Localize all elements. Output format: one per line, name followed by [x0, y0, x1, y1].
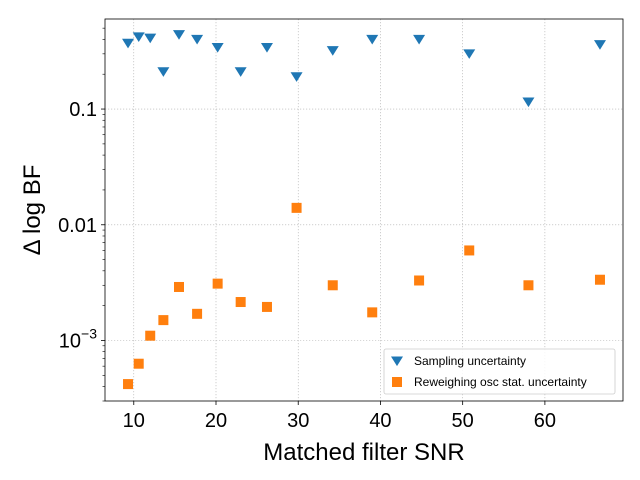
square-marker: [261, 301, 272, 312]
triangle-marker: [413, 34, 426, 45]
x-tick-label: 60: [534, 410, 556, 432]
x-axis-label: Matched filter SNR: [263, 439, 464, 466]
x-tick-label: 40: [369, 410, 391, 432]
square-marker: [367, 307, 378, 318]
triangle-marker: [593, 40, 606, 50]
legend-box: [383, 348, 616, 395]
triangle-marker: [173, 30, 185, 40]
square-marker: [174, 281, 184, 292]
grid-lines: [105, 19, 623, 401]
square-marker: [192, 308, 203, 319]
series-2: [123, 202, 605, 390]
triangle-marker: [522, 97, 535, 108]
square-marker: [133, 358, 144, 369]
triangle-marker: [144, 33, 157, 44]
square-marker: [523, 280, 534, 291]
y-minor-ticks: [102, 27, 105, 402]
triangle-marker: [326, 46, 339, 56]
y-axis: 10−3 0.01 0.1: [58, 99, 105, 352]
legend-marker: [392, 377, 402, 387]
y-tick-label: 0.01: [58, 215, 97, 237]
square-marker: [327, 280, 338, 291]
triangle-marker: [157, 67, 170, 77]
data-points: [122, 30, 606, 390]
x-tick-label: 50: [452, 410, 474, 432]
y-axis-label: Δ log BF: [19, 165, 46, 256]
square-marker: [291, 202, 302, 213]
x-tick-label: 20: [205, 410, 227, 432]
triangle-marker: [132, 32, 145, 43]
y-tick-label: 0.1: [69, 99, 97, 121]
triangle-marker: [211, 43, 224, 53]
legend-label: Reweighing osc stat. uncertainty: [414, 375, 587, 389]
square-marker: [235, 297, 246, 308]
square-marker: [464, 245, 475, 256]
x-tick-label: 10: [123, 410, 145, 432]
legend-marker: [391, 356, 403, 367]
x-axis: 10 20 30 40 50 60: [123, 401, 556, 432]
triangle-marker: [122, 38, 135, 49]
square-marker: [123, 379, 134, 390]
series-1: [122, 30, 606, 108]
y-tick-label: 10−3: [59, 325, 97, 352]
triangle-marker: [463, 49, 476, 59]
legend: Sampling uncertainty Reweighing osc stat.…: [383, 348, 616, 395]
triangle-marker: [191, 34, 204, 45]
triangle-marker: [290, 72, 303, 82]
legend-label: Sampling uncertainty: [414, 354, 526, 368]
triangle-marker: [366, 34, 379, 45]
square-marker: [594, 274, 605, 285]
square-marker: [212, 278, 223, 289]
square-marker: [145, 330, 156, 341]
x-tick-label: 30: [287, 410, 309, 432]
triangle-marker: [234, 67, 247, 77]
square-marker: [158, 315, 169, 326]
square-marker: [414, 275, 425, 286]
triangle-marker: [260, 43, 273, 53]
plot-frame: [104, 18, 624, 402]
